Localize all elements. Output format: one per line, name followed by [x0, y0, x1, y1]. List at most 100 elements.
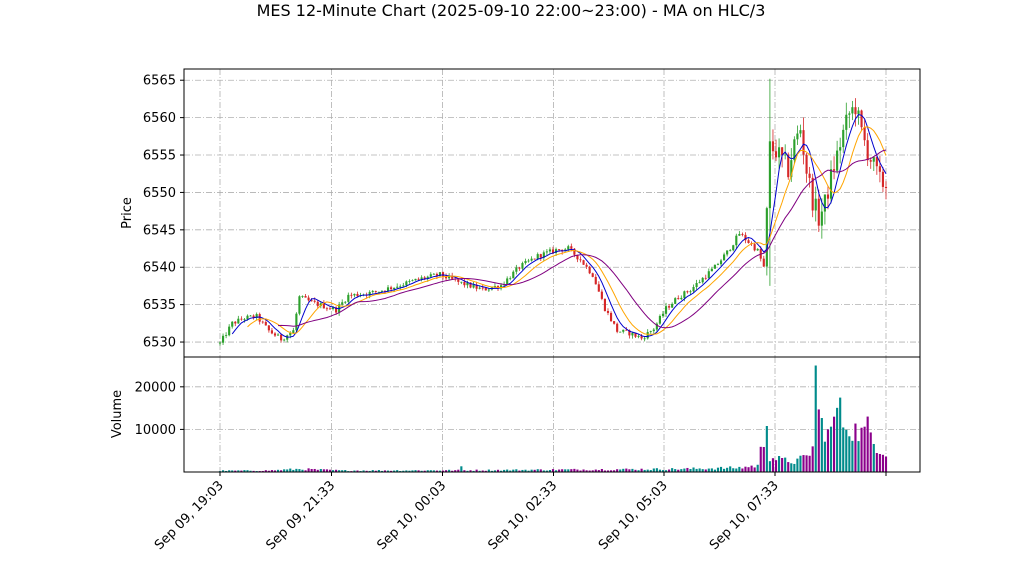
candle-body [768, 141, 771, 209]
volume-tick-label: 20000 [135, 380, 176, 395]
volume-bar [487, 469, 490, 472]
candle-body [558, 249, 561, 250]
volume-bar [710, 468, 713, 472]
candle-body [619, 331, 622, 333]
volume-bar [240, 470, 243, 472]
volume-bar [661, 470, 665, 472]
candle-body [481, 287, 484, 289]
volume-bar [304, 470, 307, 472]
volume-bar [869, 432, 872, 472]
volume-bar [863, 426, 866, 472]
volume-bar [252, 470, 255, 472]
volume-bar [515, 469, 518, 472]
volume-bar [787, 462, 790, 472]
volume-bar [671, 468, 674, 472]
candle-body [655, 323, 658, 330]
volume-bar [802, 455, 805, 472]
volume-bar [530, 469, 533, 472]
candle-body [753, 244, 756, 251]
candle-body [784, 154, 787, 156]
candle-body [374, 291, 377, 292]
candle-body [762, 258, 765, 267]
volume-bar [527, 470, 530, 472]
candle-body [640, 336, 643, 339]
volume-bar [826, 429, 830, 472]
volume-bar [646, 469, 649, 472]
candle-body [276, 334, 280, 336]
candle-body [707, 271, 710, 279]
volume-bar [579, 470, 582, 472]
volume-bar [762, 447, 765, 472]
volume-bar [634, 469, 637, 472]
candle-body [261, 321, 264, 323]
volume-bar [875, 453, 878, 472]
volume-bar [463, 470, 466, 472]
candle-body [606, 310, 610, 313]
candle-body [380, 290, 383, 292]
price-panel-frame [183, 68, 921, 358]
volume-bar [619, 469, 622, 472]
volume-bar [765, 426, 768, 472]
candle-body [451, 275, 454, 279]
volume-bar [716, 467, 720, 472]
volume-bar [680, 469, 683, 472]
candle-body [289, 332, 292, 336]
volume-bar [860, 427, 863, 472]
candle-body [231, 321, 234, 327]
candle-body [524, 260, 527, 264]
candle-body [576, 254, 579, 260]
volume-bar [460, 466, 463, 472]
candle-body [466, 282, 469, 286]
candle-body [252, 315, 255, 318]
volume-bar [325, 469, 328, 472]
candle-body [820, 211, 823, 226]
ma-fast-line [231, 114, 887, 338]
volume-bar [283, 469, 286, 472]
candle-body [402, 285, 405, 287]
volume-bar [704, 469, 707, 472]
candle-body [814, 198, 817, 211]
volume-bar [506, 469, 509, 472]
candle-body [616, 323, 619, 332]
volume-bar [726, 467, 729, 472]
candle-body [738, 234, 741, 236]
candle-body [881, 171, 885, 187]
volume-bar [509, 470, 512, 472]
volume-bar [496, 469, 500, 472]
candle-body [613, 321, 616, 324]
candle-body [600, 291, 603, 299]
volume-bar [784, 457, 787, 472]
price-tick-label: 6550 [143, 186, 176, 201]
volume-bar [451, 470, 454, 472]
candle-body [472, 284, 475, 288]
volume-bar [756, 464, 759, 472]
candle-body [744, 234, 747, 241]
volume-bar [753, 467, 756, 472]
candle-body [429, 274, 432, 277]
candle-body [664, 306, 668, 314]
volume-bar [588, 470, 591, 472]
time-tick-label: Sep 10, 05:03 [596, 478, 671, 553]
candle-body [765, 208, 768, 267]
volume-bar [286, 469, 289, 472]
candle-body [719, 260, 723, 265]
candle-body [426, 276, 429, 279]
volume-bar [857, 441, 860, 472]
candle-body [848, 113, 851, 115]
volume-bar [851, 440, 854, 472]
volume-bar [499, 470, 503, 472]
candle-body [585, 264, 588, 267]
candle-body [347, 294, 350, 302]
volume-bar [600, 468, 603, 472]
volume-bar [799, 455, 802, 472]
volume-bar [249, 470, 252, 472]
candle-body [356, 293, 359, 297]
candle-body [527, 260, 530, 262]
candle-body [710, 268, 713, 272]
volume-bar [521, 469, 524, 472]
volume-bar [872, 443, 875, 472]
volume-bar [331, 470, 335, 472]
volume-bar [423, 470, 426, 472]
volume-bar [448, 469, 451, 472]
candle-body [234, 321, 237, 324]
